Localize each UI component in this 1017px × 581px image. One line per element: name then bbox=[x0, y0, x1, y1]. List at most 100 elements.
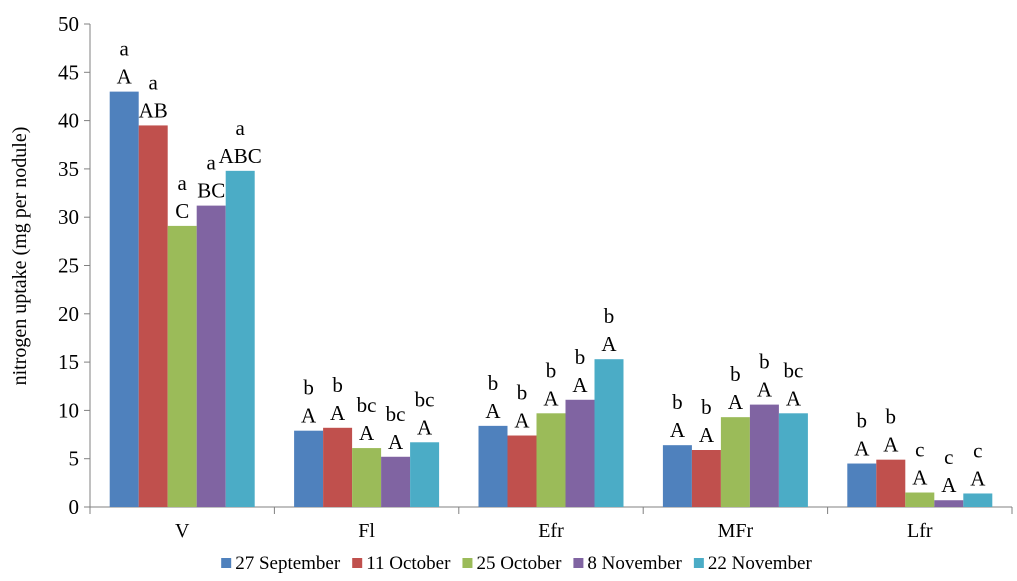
x-tick-label: V bbox=[175, 520, 190, 542]
bar bbox=[662, 445, 692, 507]
bar bbox=[963, 493, 993, 507]
y-tick-label: 15 bbox=[58, 350, 79, 374]
letter-lower-label: bc bbox=[415, 387, 435, 411]
y-tick-label: 5 bbox=[69, 447, 80, 471]
bar bbox=[109, 91, 139, 508]
x-tick-label: Lfr bbox=[907, 520, 933, 542]
letter-upper-label: A bbox=[912, 466, 928, 490]
legend-swatch bbox=[693, 558, 704, 568]
letter-lower-label: b bbox=[701, 395, 712, 419]
legend-swatch bbox=[221, 558, 232, 568]
letter-upper-label: A bbox=[388, 430, 404, 454]
letter-lower-label: a bbox=[207, 151, 217, 175]
letter-upper-label: A bbox=[601, 332, 617, 356]
letter-lower-label: a bbox=[178, 171, 188, 195]
letter-lower-label: a bbox=[120, 37, 130, 61]
letter-upper-label: A bbox=[757, 378, 773, 402]
x-tick-label: Efr bbox=[538, 520, 564, 542]
letter-upper-label: A bbox=[117, 65, 133, 89]
x-tick-label: Fl bbox=[358, 520, 375, 542]
letter-upper-label: A bbox=[572, 373, 588, 397]
bar bbox=[381, 456, 411, 507]
letter-lower-label: bc bbox=[783, 358, 803, 382]
bar bbox=[847, 463, 877, 507]
bar bbox=[478, 425, 508, 507]
letter-upper-label: A bbox=[941, 473, 957, 497]
letter-lower-label: b bbox=[857, 409, 868, 433]
letter-lower-label: b bbox=[672, 390, 683, 414]
bar bbox=[749, 404, 779, 507]
legend-label: 11 October bbox=[366, 553, 451, 574]
legend-swatch bbox=[462, 558, 473, 568]
bar bbox=[536, 413, 566, 507]
legend-swatch bbox=[573, 558, 584, 568]
letter-upper-label: A bbox=[330, 401, 346, 425]
letter-lower-label: b bbox=[303, 376, 314, 400]
letter-upper-label: A bbox=[670, 418, 686, 442]
y-axis-label: nitrogen uptake (mg per nodule) bbox=[9, 127, 31, 386]
letter-lower-label: c bbox=[973, 438, 982, 462]
legend-label: 25 October bbox=[476, 553, 562, 574]
letter-lower-label: a bbox=[236, 116, 246, 140]
letter-lower-label: b bbox=[730, 362, 741, 386]
bars bbox=[109, 91, 993, 508]
bar bbox=[294, 430, 324, 507]
letter-lower-label: b bbox=[332, 373, 343, 397]
bar bbox=[410, 442, 440, 507]
bar bbox=[565, 399, 595, 507]
bar bbox=[594, 359, 624, 507]
bar bbox=[196, 205, 226, 507]
letter-lower-label: c bbox=[915, 438, 924, 462]
y-tick-label: 30 bbox=[58, 205, 79, 229]
letter-upper-label: A bbox=[543, 386, 559, 410]
axes: 0 5 10 15 20 25 30 35 40 45 50 V Fl Efr MFr Lfr bbox=[58, 12, 1013, 542]
letter-upper-label: A bbox=[417, 415, 433, 439]
letter-upper-label: A bbox=[485, 399, 501, 423]
letter-upper-label: A bbox=[301, 404, 317, 428]
letter-upper-label: A bbox=[514, 409, 530, 433]
legend-label: 27 September bbox=[235, 553, 341, 574]
bar bbox=[323, 427, 353, 507]
y-tick-label: 45 bbox=[58, 60, 79, 84]
letter-upper-label: ABC bbox=[219, 144, 262, 168]
bar bbox=[934, 500, 964, 507]
letter-upper-label: AB bbox=[139, 98, 168, 122]
y-tick-label: 25 bbox=[58, 254, 79, 278]
letter-lower-label: b bbox=[517, 381, 528, 405]
bar bbox=[720, 417, 750, 507]
letter-lower-label: bc bbox=[386, 402, 406, 426]
y-tick-label: 35 bbox=[58, 157, 79, 181]
bar bbox=[225, 170, 255, 507]
legend-swatch bbox=[352, 558, 363, 568]
letter-upper-label: A bbox=[854, 437, 870, 461]
y-tick-label: 40 bbox=[58, 109, 79, 133]
letter-upper-label: A bbox=[883, 433, 899, 457]
bar bbox=[876, 459, 906, 507]
letter-lower-label: a bbox=[149, 70, 159, 94]
legend-label: 22 November bbox=[708, 553, 813, 574]
letter-lower-label: b bbox=[575, 345, 586, 369]
legend-label: 8 November bbox=[587, 553, 682, 574]
letter-upper-label: A bbox=[786, 386, 802, 410]
letter-upper-label: A bbox=[359, 421, 375, 445]
letter-lower-label: bc bbox=[357, 393, 377, 417]
bar bbox=[167, 225, 197, 508]
bar bbox=[778, 413, 808, 507]
letter-lower-label: b bbox=[546, 358, 557, 382]
letter-lower-label: b bbox=[886, 405, 897, 429]
bar bbox=[352, 448, 382, 507]
letter-upper-label: A bbox=[970, 466, 986, 490]
letter-upper-label: C bbox=[175, 199, 189, 223]
letter-upper-label: A bbox=[699, 423, 715, 447]
bar bbox=[691, 450, 721, 507]
letter-lower-label: b bbox=[488, 371, 499, 395]
letter-lower-label: b bbox=[759, 350, 770, 374]
letter-upper-label: BC bbox=[197, 179, 225, 203]
letter-upper-label: A bbox=[728, 390, 744, 414]
letter-lower-label: b bbox=[604, 304, 615, 328]
y-tick-label: 10 bbox=[58, 398, 79, 422]
y-tick-label: 20 bbox=[58, 302, 79, 326]
x-tick-label: MFr bbox=[718, 520, 754, 542]
